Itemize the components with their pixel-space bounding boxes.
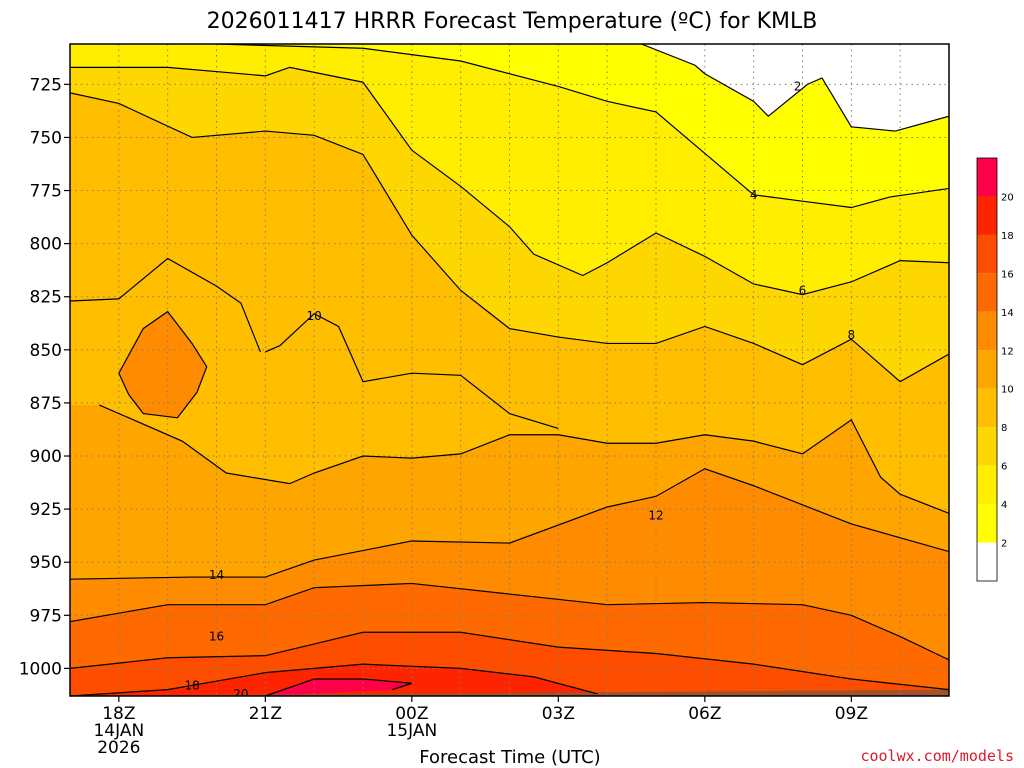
- contour-10-6: [70, 257, 262, 353]
- plot-frame: [69, 43, 950, 697]
- colorbar: 2 4 6 8 10 12 14 16 18 20: [976, 157, 1014, 582]
- x-tick-label-3-0: 03Z: [542, 704, 575, 724]
- colorbar-label-7: 16: [1001, 269, 1014, 280]
- contour-14-8: [70, 582, 949, 661]
- colorbar-swatch-2: [977, 465, 997, 505]
- x-tick-label-1-0: 21Z: [249, 704, 282, 724]
- contour-lines: [70, 44, 949, 696]
- colorbar-swatch-1: [977, 504, 997, 543]
- y-tick-label-9: 950: [30, 553, 62, 573]
- y-tick-label-8: 925: [30, 500, 62, 520]
- y-tick-label-6: 875: [30, 394, 62, 414]
- fill-pocket-0: [118, 311, 207, 418]
- contour-label-16: 16: [209, 630, 224, 644]
- colorbar-label-1: 4: [1001, 500, 1007, 511]
- x-tick-label-2-1: 15JAN: [386, 721, 437, 741]
- credit-link[interactable]: coolwx.com/models: [860, 747, 1014, 765]
- contour-label-10: 10: [307, 309, 322, 323]
- y-tick-label-0: 725: [30, 75, 62, 95]
- colorbar-swatch-8: [977, 234, 997, 274]
- colorbar-swatch-0: [977, 542, 997, 581]
- x-tick-label-0-2: 2026: [97, 738, 140, 758]
- x-tick-label-0-0: 18Z: [102, 704, 135, 724]
- contour-20-11: [265, 678, 413, 696]
- colorbar-swatch-5: [977, 350, 997, 389]
- y-tick-label-5: 850: [30, 341, 62, 361]
- contour-16-9: [70, 631, 949, 691]
- y-tick-label-7: 900: [30, 447, 62, 467]
- colorbar-label-3: 8: [1001, 423, 1007, 434]
- contour-label-18: 18: [184, 678, 199, 692]
- contour-label-6: 6: [799, 283, 807, 297]
- contour-8-12: [118, 310, 208, 419]
- colorbar-label-0: 2: [1001, 539, 1007, 550]
- y-tick-label-11: 1000: [19, 659, 62, 679]
- contour-10-5: [265, 312, 559, 429]
- contour-10-4: [99, 404, 949, 514]
- colorbar-label-5: 12: [1001, 346, 1014, 357]
- y-tick-label-4: 825: [30, 288, 62, 308]
- x-tick-label-5-0: 09Z: [835, 704, 868, 724]
- ground-band: [70, 689, 949, 696]
- colorbar-swatch-3: [977, 427, 997, 466]
- contour-label-2: 2: [794, 79, 802, 93]
- colorbar-label-4: 10: [1001, 385, 1014, 396]
- colorbar-label-9: 20: [1001, 192, 1014, 203]
- plot-area: 2 4 6 8 10 12 14 16 18 20: [70, 44, 949, 701]
- y-tick-label-3: 800: [30, 235, 62, 255]
- colorbar-swatch-10: [977, 158, 997, 197]
- y-tick-label-1: 750: [30, 128, 62, 148]
- contour-8-3: [70, 92, 949, 383]
- contour-label-4: 4: [750, 188, 758, 202]
- colorbar-swatch-9: [977, 196, 997, 235]
- colorbar-swatch-7: [977, 273, 997, 312]
- y-tick-label-10: 975: [30, 606, 62, 626]
- contour-label-8: 8: [848, 328, 856, 342]
- contour-4-1: [216, 44, 949, 209]
- contour-label-12: 12: [648, 508, 663, 522]
- ground-fill: [70, 689, 949, 696]
- contour-2-0: [641, 44, 949, 132]
- color-fill-bands: [70, 44, 949, 696]
- contour-label-14: 14: [209, 568, 224, 582]
- colorbar-swatch-6: [977, 311, 997, 351]
- contour-18-10: [70, 663, 598, 696]
- contour-6-2: [70, 66, 949, 296]
- x-axis-label: Forecast Time (UTC): [419, 747, 600, 768]
- contour-12-7: [70, 468, 949, 580]
- x-tick-label-0-1: 14JAN: [93, 721, 144, 741]
- chart-title: 2026011417 HRRR Forecast Temperature (ºC…: [207, 9, 818, 34]
- colorbar-frame: [976, 157, 998, 582]
- colorbar-swatch-4: [977, 388, 997, 428]
- x-tick-label-4-0: 06Z: [688, 704, 721, 724]
- y-axis: 725 750 775 800 825 850 875 900 925 950 975 1000: [19, 75, 70, 679]
- colorbar-label-8: 18: [1001, 231, 1014, 242]
- y-tick-label-2: 775: [30, 182, 62, 202]
- contour-labels: 2 4 6 8 10 12 14 16 18 20: [184, 79, 856, 701]
- colorbar-label-2: 6: [1001, 462, 1007, 473]
- contour-label-20: 20: [233, 687, 248, 701]
- x-tick-label-2-0: 00Z: [395, 704, 428, 724]
- colorbar-label-6: 14: [1001, 308, 1014, 319]
- grid-lines: [70, 44, 949, 696]
